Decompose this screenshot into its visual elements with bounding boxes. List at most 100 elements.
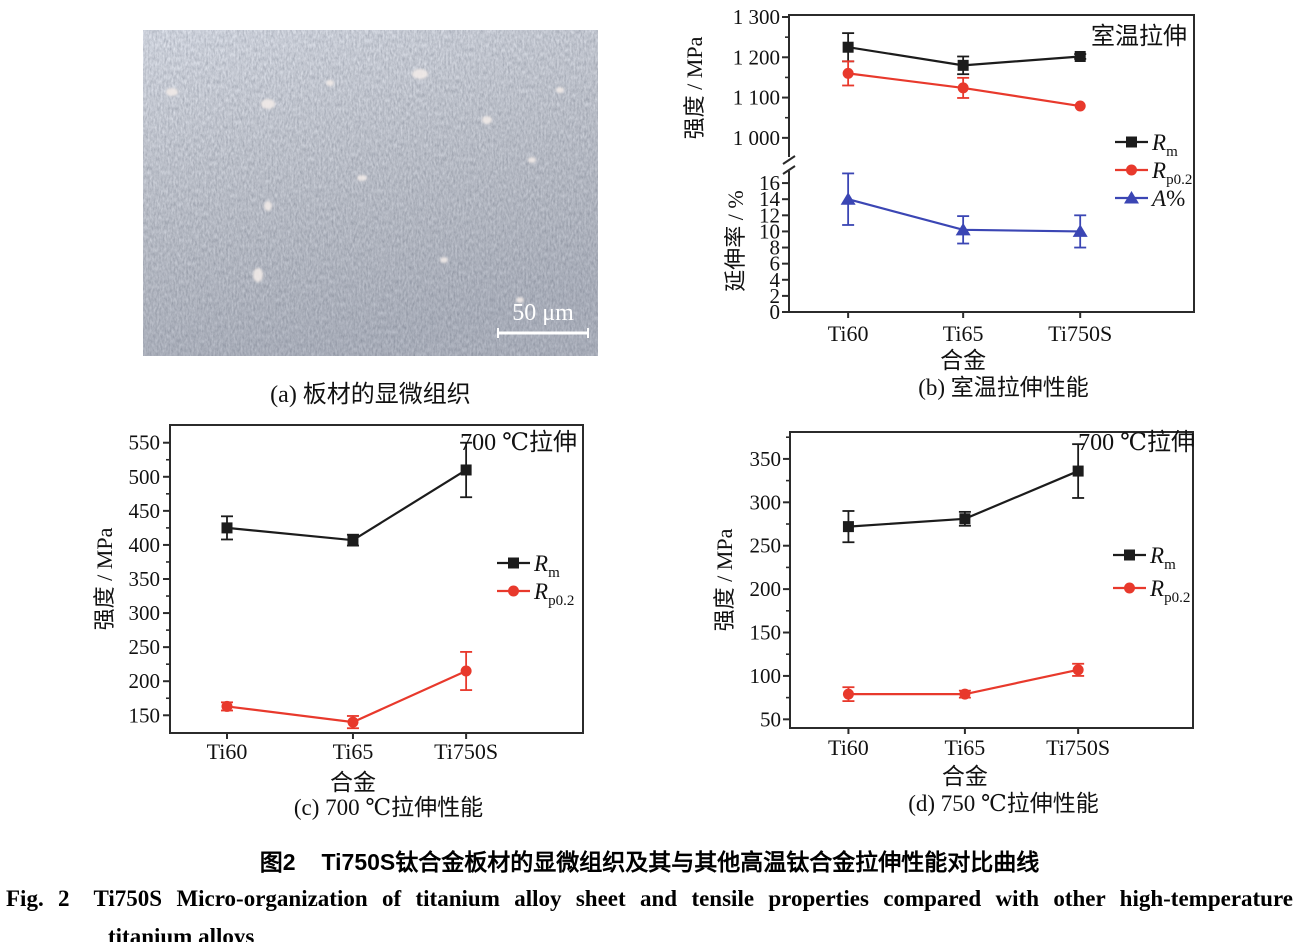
series-Rm (842, 443, 1085, 544)
y-tick-label: 1 100 (733, 86, 780, 110)
figure-caption-en-label: Fig. 2 (6, 886, 70, 911)
y-tick-label: 1 300 (733, 5, 780, 29)
plot-frame (169, 424, 584, 734)
micrograph-bright-particles (166, 69, 564, 303)
data-point-marker (1126, 136, 1137, 148)
data-point-marker (1124, 191, 1139, 204)
y-tick-label: 1 000 (733, 126, 780, 150)
legend-label: Rp0.2 (1149, 576, 1190, 606)
data-point-marker (460, 665, 472, 677)
y-axis-title: 强度 / MPa (682, 36, 707, 139)
y-tick-label: 1 200 (733, 45, 780, 69)
y-tick-label: 10 (759, 219, 780, 243)
x-tick-label: Ti60 (828, 321, 869, 346)
data-point-marker (957, 59, 969, 71)
x-axis-title: 合金 (940, 348, 986, 373)
x-tick-label: Ti750S (434, 739, 498, 764)
y-axis-title: 延伸率 / % (723, 190, 748, 291)
series-Rp0.2 (842, 662, 1085, 702)
x-tick-label: Ti750S (1046, 735, 1110, 760)
figure-caption-en-line2: titanium alloys (108, 924, 255, 942)
x-tick-label: Ti750S (1048, 321, 1112, 346)
series-line (226, 669, 467, 724)
data-point-marker (1124, 582, 1135, 594)
figure-caption-en: Fig. 2 Ti750S Micro-organization of tita… (6, 880, 1293, 942)
y-tick-label: 500 (129, 465, 161, 489)
data-point-marker (840, 192, 856, 205)
axes-box (789, 431, 1194, 729)
y-tick-label: 4 (770, 268, 781, 292)
y-tick-label: 200 (129, 669, 161, 693)
y-tick-label: 2 (770, 284, 781, 308)
y-tick-label: 550 (129, 431, 161, 455)
y-tick-label: 12 (759, 203, 780, 227)
panel-caption: (c) 700 ℃拉伸性能 (294, 795, 483, 820)
y-tick-label: 350 (750, 447, 782, 471)
legend-label: Rp0.2 (533, 579, 574, 609)
plot-title: 室温拉伸 (1091, 23, 1187, 50)
micrograph-image: 50 μm (143, 30, 598, 356)
data-point-marker (1074, 100, 1086, 112)
y-tick-label: 6 (770, 252, 781, 276)
y-tick-label: 450 (129, 499, 161, 523)
data-point-marker (221, 522, 233, 534)
legend-label: Rm (533, 551, 560, 581)
y-tick-label: 300 (750, 490, 782, 514)
series-Rp0.2 (842, 60, 1086, 112)
legend-label: Rp0.2 (1151, 158, 1192, 188)
y-tick-label: 400 (129, 533, 161, 557)
x-axis-title: 合金 (942, 764, 988, 789)
plot-frame (789, 431, 1194, 729)
data-point-marker (1072, 465, 1084, 477)
y-tick-label: 250 (129, 635, 161, 659)
series-Rm (842, 32, 1087, 76)
y-tick-label: 150 (750, 621, 782, 645)
panel-a-caption: (a) 板材的显微组织 (270, 382, 471, 408)
legend-label: Rm (1149, 543, 1176, 573)
data-point-marker (1072, 224, 1088, 237)
y-tick-label: 100 (750, 664, 782, 688)
data-point-marker (221, 700, 233, 712)
data-point-marker (842, 521, 854, 533)
x-tick-label: Ti65 (943, 321, 984, 346)
y-tick-label: 14 (759, 187, 781, 211)
data-point-marker (959, 513, 971, 525)
figure-caption-en-line1: Fig. 2 Ti750S Micro-organization of tita… (6, 880, 1293, 918)
x-tick-label: Ti60 (207, 739, 248, 764)
y-axis-0: 50 100 150 200 250 300 350 强度 / MPa (712, 436, 790, 731)
panel-a-micrograph: 50 μm (143, 30, 598, 361)
figure-caption-cn-label: 图2 (259, 849, 296, 875)
y-tick-label: 50 (760, 707, 781, 731)
chart-panel-d: 50 100 150 200 250 300 350 强度 / MPa Ti60 Ti65 Ti75… (712, 429, 1195, 816)
panel-caption: (d) 750 ℃拉伸性能 (908, 791, 1099, 816)
figure-caption-cn-text: Ti750S钛合金板材的显微组织及其与其他高温钛合金拉伸性能对比曲线 (321, 849, 1040, 875)
data-point-marker (347, 534, 359, 546)
y-tick-label: 150 (129, 703, 161, 727)
micrograph-scale-bar: 50 μm (497, 300, 589, 338)
x-axis-title: 合金 (330, 770, 376, 795)
y-tick-label: 350 (129, 567, 161, 591)
data-point-marker (842, 67, 854, 79)
y-tick-label: 300 (129, 601, 161, 625)
x-tick-label: Ti60 (828, 735, 869, 760)
x-axis: Ti60 Ti65 Ti750S 合金 (828, 728, 1110, 789)
data-point-marker (1074, 50, 1086, 62)
x-axis: Ti60 Ti65 Ti750S 合金 (828, 312, 1112, 373)
y-tick-label: 250 (750, 534, 782, 558)
data-point-marker (508, 585, 519, 597)
data-point-marker (842, 688, 854, 700)
data-point-marker (959, 688, 971, 700)
series-line (226, 469, 467, 542)
series-A% (840, 172, 1088, 249)
data-point-marker (1126, 164, 1137, 176)
y-tick-label: 16 (759, 171, 780, 195)
y-tick-label: 0 (770, 300, 781, 324)
data-point-marker (347, 716, 359, 728)
plot-title: 700 ℃拉伸 (1078, 429, 1195, 456)
